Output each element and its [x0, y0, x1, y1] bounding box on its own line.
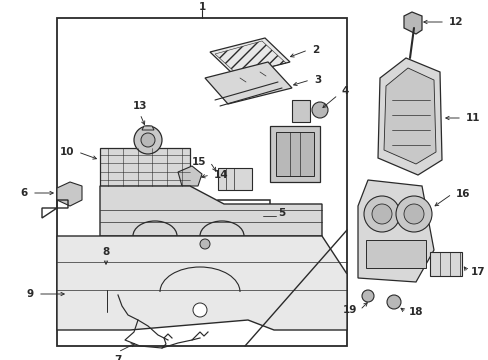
Text: 16: 16 [455, 189, 469, 199]
Polygon shape [209, 38, 289, 76]
Text: 15: 15 [191, 157, 205, 167]
Bar [218, 200, 269, 232]
Text: 13: 13 [132, 101, 147, 111]
Text: 2: 2 [311, 45, 319, 55]
Text: 5: 5 [278, 208, 285, 218]
Text: 1: 1 [198, 2, 205, 12]
Circle shape [141, 133, 155, 147]
Polygon shape [383, 68, 435, 164]
Text: 4: 4 [341, 86, 348, 96]
Bar [275, 132, 313, 176]
Circle shape [371, 204, 391, 224]
Text: 3: 3 [313, 75, 321, 85]
Text: 11: 11 [465, 113, 480, 123]
Text: 7: 7 [114, 355, 122, 360]
Circle shape [77, 289, 87, 299]
Bar [291, 100, 309, 122]
Circle shape [363, 196, 399, 232]
Bar [100, 148, 190, 186]
Text: 10: 10 [60, 147, 74, 157]
Bar [115, 186, 175, 204]
Text: 19: 19 [342, 305, 356, 315]
Text: 6: 6 [20, 188, 28, 198]
Polygon shape [57, 236, 346, 330]
Polygon shape [204, 62, 291, 104]
Bar [218, 168, 251, 190]
Circle shape [395, 196, 431, 232]
Text: 18: 18 [408, 307, 423, 317]
Circle shape [403, 204, 423, 224]
Bar [57, 18, 346, 346]
Circle shape [224, 209, 239, 223]
Bar [269, 126, 319, 182]
Bar [98, 268, 116, 290]
Text: 8: 8 [102, 247, 109, 257]
Polygon shape [357, 180, 433, 282]
Circle shape [311, 102, 327, 118]
Text: 12: 12 [448, 17, 463, 27]
Polygon shape [377, 58, 441, 175]
Polygon shape [403, 12, 421, 34]
Bar [429, 252, 461, 276]
Circle shape [134, 126, 162, 154]
Bar [365, 240, 425, 268]
Circle shape [244, 209, 259, 223]
Polygon shape [142, 126, 154, 130]
Circle shape [193, 303, 206, 317]
Polygon shape [100, 186, 321, 236]
Text: 17: 17 [470, 267, 485, 277]
Polygon shape [178, 166, 202, 186]
Text: 14: 14 [214, 170, 228, 180]
Polygon shape [57, 182, 82, 206]
Circle shape [93, 289, 103, 299]
Circle shape [361, 290, 373, 302]
Text: 9: 9 [27, 289, 34, 299]
Bar [68, 284, 110, 304]
Circle shape [200, 239, 209, 249]
Circle shape [386, 295, 400, 309]
